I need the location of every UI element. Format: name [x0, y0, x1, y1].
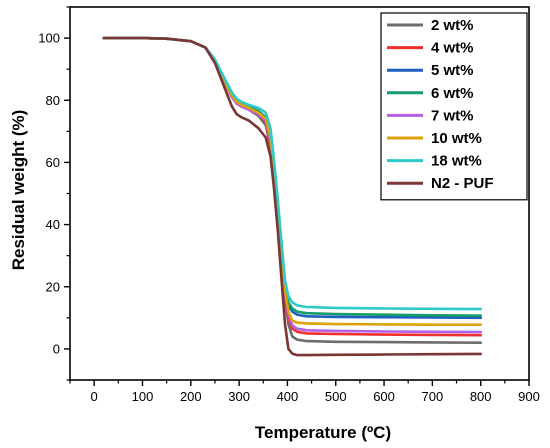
x-tick-label: 200	[180, 389, 202, 404]
y-axis-title: Residual weight (%)	[9, 110, 28, 271]
y-tick-label: 40	[46, 217, 60, 232]
y-tick-label: 100	[38, 31, 60, 46]
legend: 2 wt% 4 wt% 5 wt% 6 wt% 7 wt% 10 wt% 18 wt% N2 …	[380, 12, 528, 201]
legend-label-1: 2 wt%	[431, 17, 474, 34]
x-tick-label: 900	[518, 389, 540, 404]
x-tick-label: 800	[470, 389, 492, 404]
legend-label-8: N2 - PUF	[431, 175, 494, 192]
legend-label-7: 18 wt%	[431, 153, 482, 170]
x-tick-label: 500	[325, 389, 347, 404]
x-axis-title: Temperature (ºC)	[255, 423, 391, 442]
legend-label-4: 6 wt%	[431, 85, 474, 102]
axes-layer: 0 100 200 300 400 500 600 700 800 900 0 20 40 60 80 100	[38, 6, 540, 404]
legend-label-3: 5 wt%	[431, 62, 474, 79]
y-tick-label: 20	[46, 279, 60, 294]
y-tick-label: 80	[46, 93, 60, 108]
legend-label-5: 7 wt%	[431, 107, 474, 124]
x-tick-label: 400	[277, 389, 299, 404]
legend-label-2: 4 wt%	[431, 40, 474, 57]
y-tick-label: 60	[46, 155, 60, 170]
series-line-8	[102, 36, 482, 357]
x-tick-label: 100	[132, 389, 154, 404]
legend-box	[380, 12, 528, 201]
x-tick-label: 600	[373, 389, 395, 404]
x-tick-label: 700	[422, 389, 444, 404]
legend-label-6: 10 wt%	[431, 130, 482, 147]
x-tick-label: 0	[91, 389, 98, 404]
x-tick-label: 300	[228, 389, 250, 404]
y-tick-label: 0	[53, 341, 60, 356]
series-layer	[102, 36, 482, 357]
